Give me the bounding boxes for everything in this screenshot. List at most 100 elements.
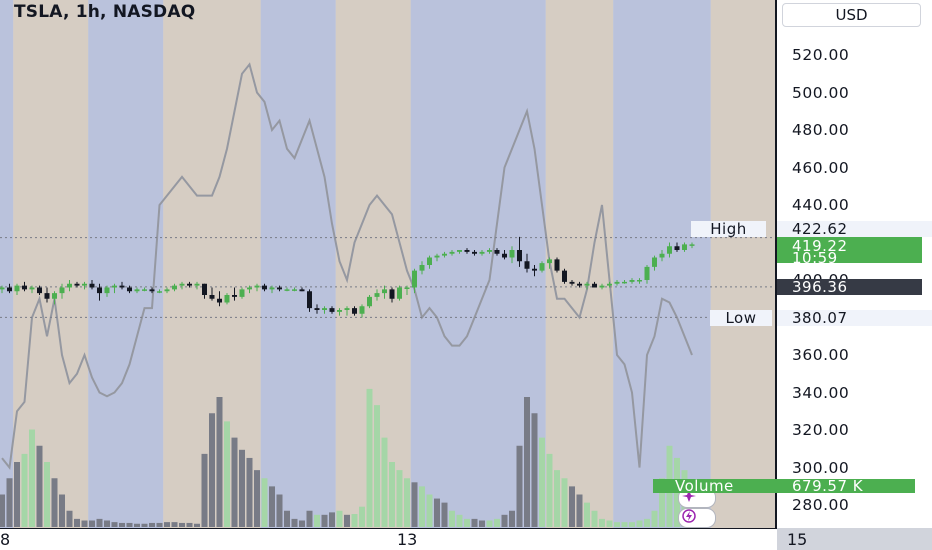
volume-bar [329, 512, 335, 527]
volume-bar [269, 486, 275, 527]
volume-bar [119, 522, 125, 527]
volume-bar [306, 510, 313, 527]
candle-body [509, 250, 515, 258]
volume-bar [201, 453, 208, 527]
volume-bar [261, 478, 268, 527]
volume-bar [434, 498, 440, 527]
candle-body [269, 287, 275, 290]
candle-body [652, 257, 657, 267]
candle-body [502, 253, 507, 258]
volume-bar [554, 470, 560, 527]
candle-body [599, 285, 605, 288]
volume-bar [516, 445, 523, 527]
volume-bar [411, 482, 418, 527]
volume-bar [149, 522, 155, 527]
volume-bar [344, 514, 350, 527]
candle-body [607, 283, 612, 286]
session-band [613, 0, 711, 528]
volume-bar [216, 397, 223, 527]
price-tick-label: 440.00 [792, 196, 850, 214]
volume-bar [209, 413, 215, 527]
volume-bar [614, 522, 620, 527]
candle-body [217, 298, 222, 303]
candle-body [127, 287, 132, 292]
candle-body [157, 291, 162, 293]
candle-body [277, 287, 282, 290]
candle-body [254, 285, 260, 288]
volume-bar [584, 502, 590, 527]
currency-button[interactable]: USD [782, 3, 921, 27]
volume-bar [404, 478, 410, 527]
lightning-icon[interactable] [678, 508, 716, 528]
volume-bar [569, 486, 575, 527]
volume-bar [239, 449, 245, 527]
candle-body [637, 280, 642, 282]
price-tick-label: 480.00 [792, 121, 850, 139]
volume-bar [246, 457, 253, 527]
volume-bar [6, 478, 13, 527]
candle-body [569, 281, 575, 284]
volume-bar [651, 510, 658, 527]
volume-bar [599, 518, 605, 527]
volume-bar [389, 462, 395, 527]
candle-body [89, 283, 95, 288]
candle-body [464, 250, 470, 252]
volume-bar [14, 462, 20, 527]
volume-bar [336, 510, 343, 527]
volume-bar [486, 520, 493, 527]
candle-body [412, 270, 417, 288]
price-tick-label: 300.00 [792, 458, 850, 477]
time-axis[interactable]: 8 13 15 [0, 528, 807, 550]
candle-body [479, 251, 485, 254]
chart-plot-area[interactable]: TSLA, 1h, NASDAQ [0, 0, 775, 528]
volume-bar [29, 429, 35, 527]
candle-body [577, 283, 582, 286]
volume-bar [359, 506, 365, 527]
volume-tag: Volume 679.57 K [653, 477, 915, 495]
candle-body [134, 289, 140, 292]
symbol-title[interactable]: TSLA, 1h, NASDAQ [14, 2, 196, 22]
candle-body [67, 283, 72, 288]
time-label: 15 [787, 530, 808, 549]
volume-bar [509, 510, 515, 527]
chart-svg[interactable] [0, 0, 775, 528]
volume-bar [104, 520, 110, 527]
candle-body [119, 285, 125, 288]
session-band [13, 0, 89, 528]
volume-bar [164, 522, 170, 527]
session-band [710, 0, 775, 528]
volume-bar [659, 478, 665, 527]
price-tick-label: 500.00 [792, 83, 850, 102]
last-price-tag: 419.22 10:59 [777, 237, 922, 267]
volume-bar [0, 494, 5, 527]
volume-bar [606, 520, 613, 527]
volume-bar [314, 514, 320, 527]
volume-bar [51, 478, 58, 527]
candle-body [494, 250, 500, 254]
volume-bar [224, 421, 230, 527]
time-label: 8 [0, 530, 11, 549]
candle-body [209, 295, 215, 299]
candle-body [59, 287, 65, 294]
candle-body [389, 289, 395, 299]
price-tick-label: 520.00 [792, 46, 850, 64]
candle-body [629, 280, 635, 282]
candle-body [374, 293, 380, 297]
candle-body [149, 289, 155, 292]
session-band [0, 0, 14, 528]
candle-body [644, 266, 650, 280]
volume-bar [479, 520, 485, 527]
price-scale[interactable]: USD 520.00500.00480.00460.00440.00400.00… [653, 0, 932, 528]
volume-bar [441, 502, 448, 527]
volume-bar [464, 518, 470, 527]
session-band [335, 0, 411, 528]
candle-body [592, 283, 597, 288]
price-tick-label: 320.00 [792, 421, 850, 439]
high-label: High [691, 221, 766, 237]
volume-bar [179, 522, 185, 527]
candle-body [314, 308, 320, 310]
candle-body [202, 283, 207, 295]
candle-body [194, 283, 200, 286]
candle-body [322, 308, 327, 310]
volume-label: Volume [675, 477, 734, 495]
